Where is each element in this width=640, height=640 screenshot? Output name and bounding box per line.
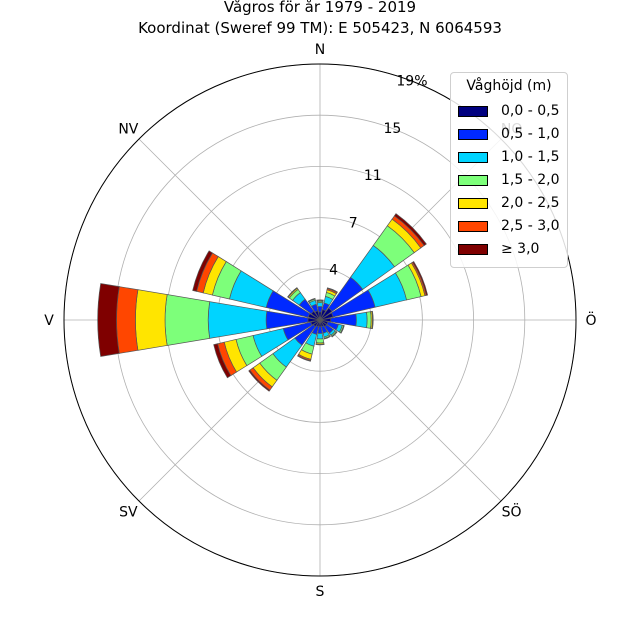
legend-title: Våghöjd (m): [466, 78, 552, 94]
outer-circle: [63, 63, 577, 577]
direction-label: S: [316, 584, 325, 600]
rose-bar-segment: [316, 302, 324, 308]
grid-spoke: [319, 319, 502, 502]
legend-label: 1,5 - 2,0: [501, 172, 560, 188]
rose-bar-segment: [326, 287, 338, 294]
legend-swatch: [458, 221, 488, 232]
legend-label: 2,0 - 2,5: [501, 195, 560, 211]
rose-bar-segment: [393, 213, 427, 247]
rose-bar-segment: [192, 250, 214, 292]
legend-label: 0,5 - 1,0: [501, 126, 560, 142]
rose-bar-segment: [307, 297, 316, 303]
chart-title: Vågros för år 1979 - 2019: [223, 0, 417, 16]
rose-bar-segment: [297, 354, 311, 362]
direction-label: SV: [119, 505, 138, 521]
radial-tick-label: 4: [329, 263, 338, 279]
direction-label: SÖ: [502, 503, 522, 521]
rose-bar-segment: [135, 289, 168, 351]
radial-tick-label: 19%: [396, 73, 427, 89]
radial-tick-label: 11: [364, 168, 382, 184]
rose-bar-segment: [248, 369, 271, 392]
rose-bar-segment: [116, 286, 139, 354]
direction-label: NV: [118, 121, 138, 137]
rose-bar-segment: [317, 306, 323, 313]
rose-bar-segment: [340, 325, 345, 334]
grid-spoke: [138, 138, 321, 321]
legend: Våghöjd (m) 0,0 - 0,5 0,5 - 1,0 1,0 - 1,…: [450, 72, 568, 268]
direction-label: V: [44, 313, 54, 329]
radial-tick-label: 15: [383, 121, 401, 137]
rose-bar-segment: [355, 311, 368, 329]
chart-subtitle: Koordinat (Sweref 99 TM): E 505423, N 60…: [138, 19, 502, 37]
rose-bar-segment: [287, 287, 298, 298]
rose-bar-segment: [97, 283, 120, 357]
rose-bar-segment: [207, 301, 268, 339]
legend-label: 0,0 - 0,5: [501, 103, 560, 119]
rose-bar-segment: [316, 332, 324, 340]
legend-label: 1,0 - 1,5: [501, 149, 560, 165]
legend-label: 2,5 - 3,0: [501, 218, 560, 234]
rose-bar-segment: [412, 261, 429, 296]
legend-swatch: [458, 198, 488, 209]
legend-swatch: [458, 244, 488, 255]
legend-swatch: [458, 175, 488, 186]
rose-bar-segment: [316, 299, 324, 302]
rose-bar-segment: [323, 335, 331, 340]
rose-bar-segment: [164, 294, 211, 346]
legend-swatch: [458, 106, 488, 117]
rose-bar-segment: [371, 310, 374, 330]
legend-swatch: [458, 129, 488, 140]
rose-bar-segment: [315, 343, 325, 346]
rose-bar-segment: [315, 338, 325, 344]
rose-bar-segment: [366, 311, 372, 329]
legend-label: ≥ 3,0: [501, 241, 540, 257]
legend-swatch: [458, 152, 488, 163]
radial-tick-label: 7: [349, 215, 358, 231]
direction-label: Ö: [585, 311, 596, 329]
direction-label: N: [315, 42, 325, 58]
rose-bar-segment: [213, 343, 232, 379]
rose-bar-segment: [331, 331, 338, 338]
